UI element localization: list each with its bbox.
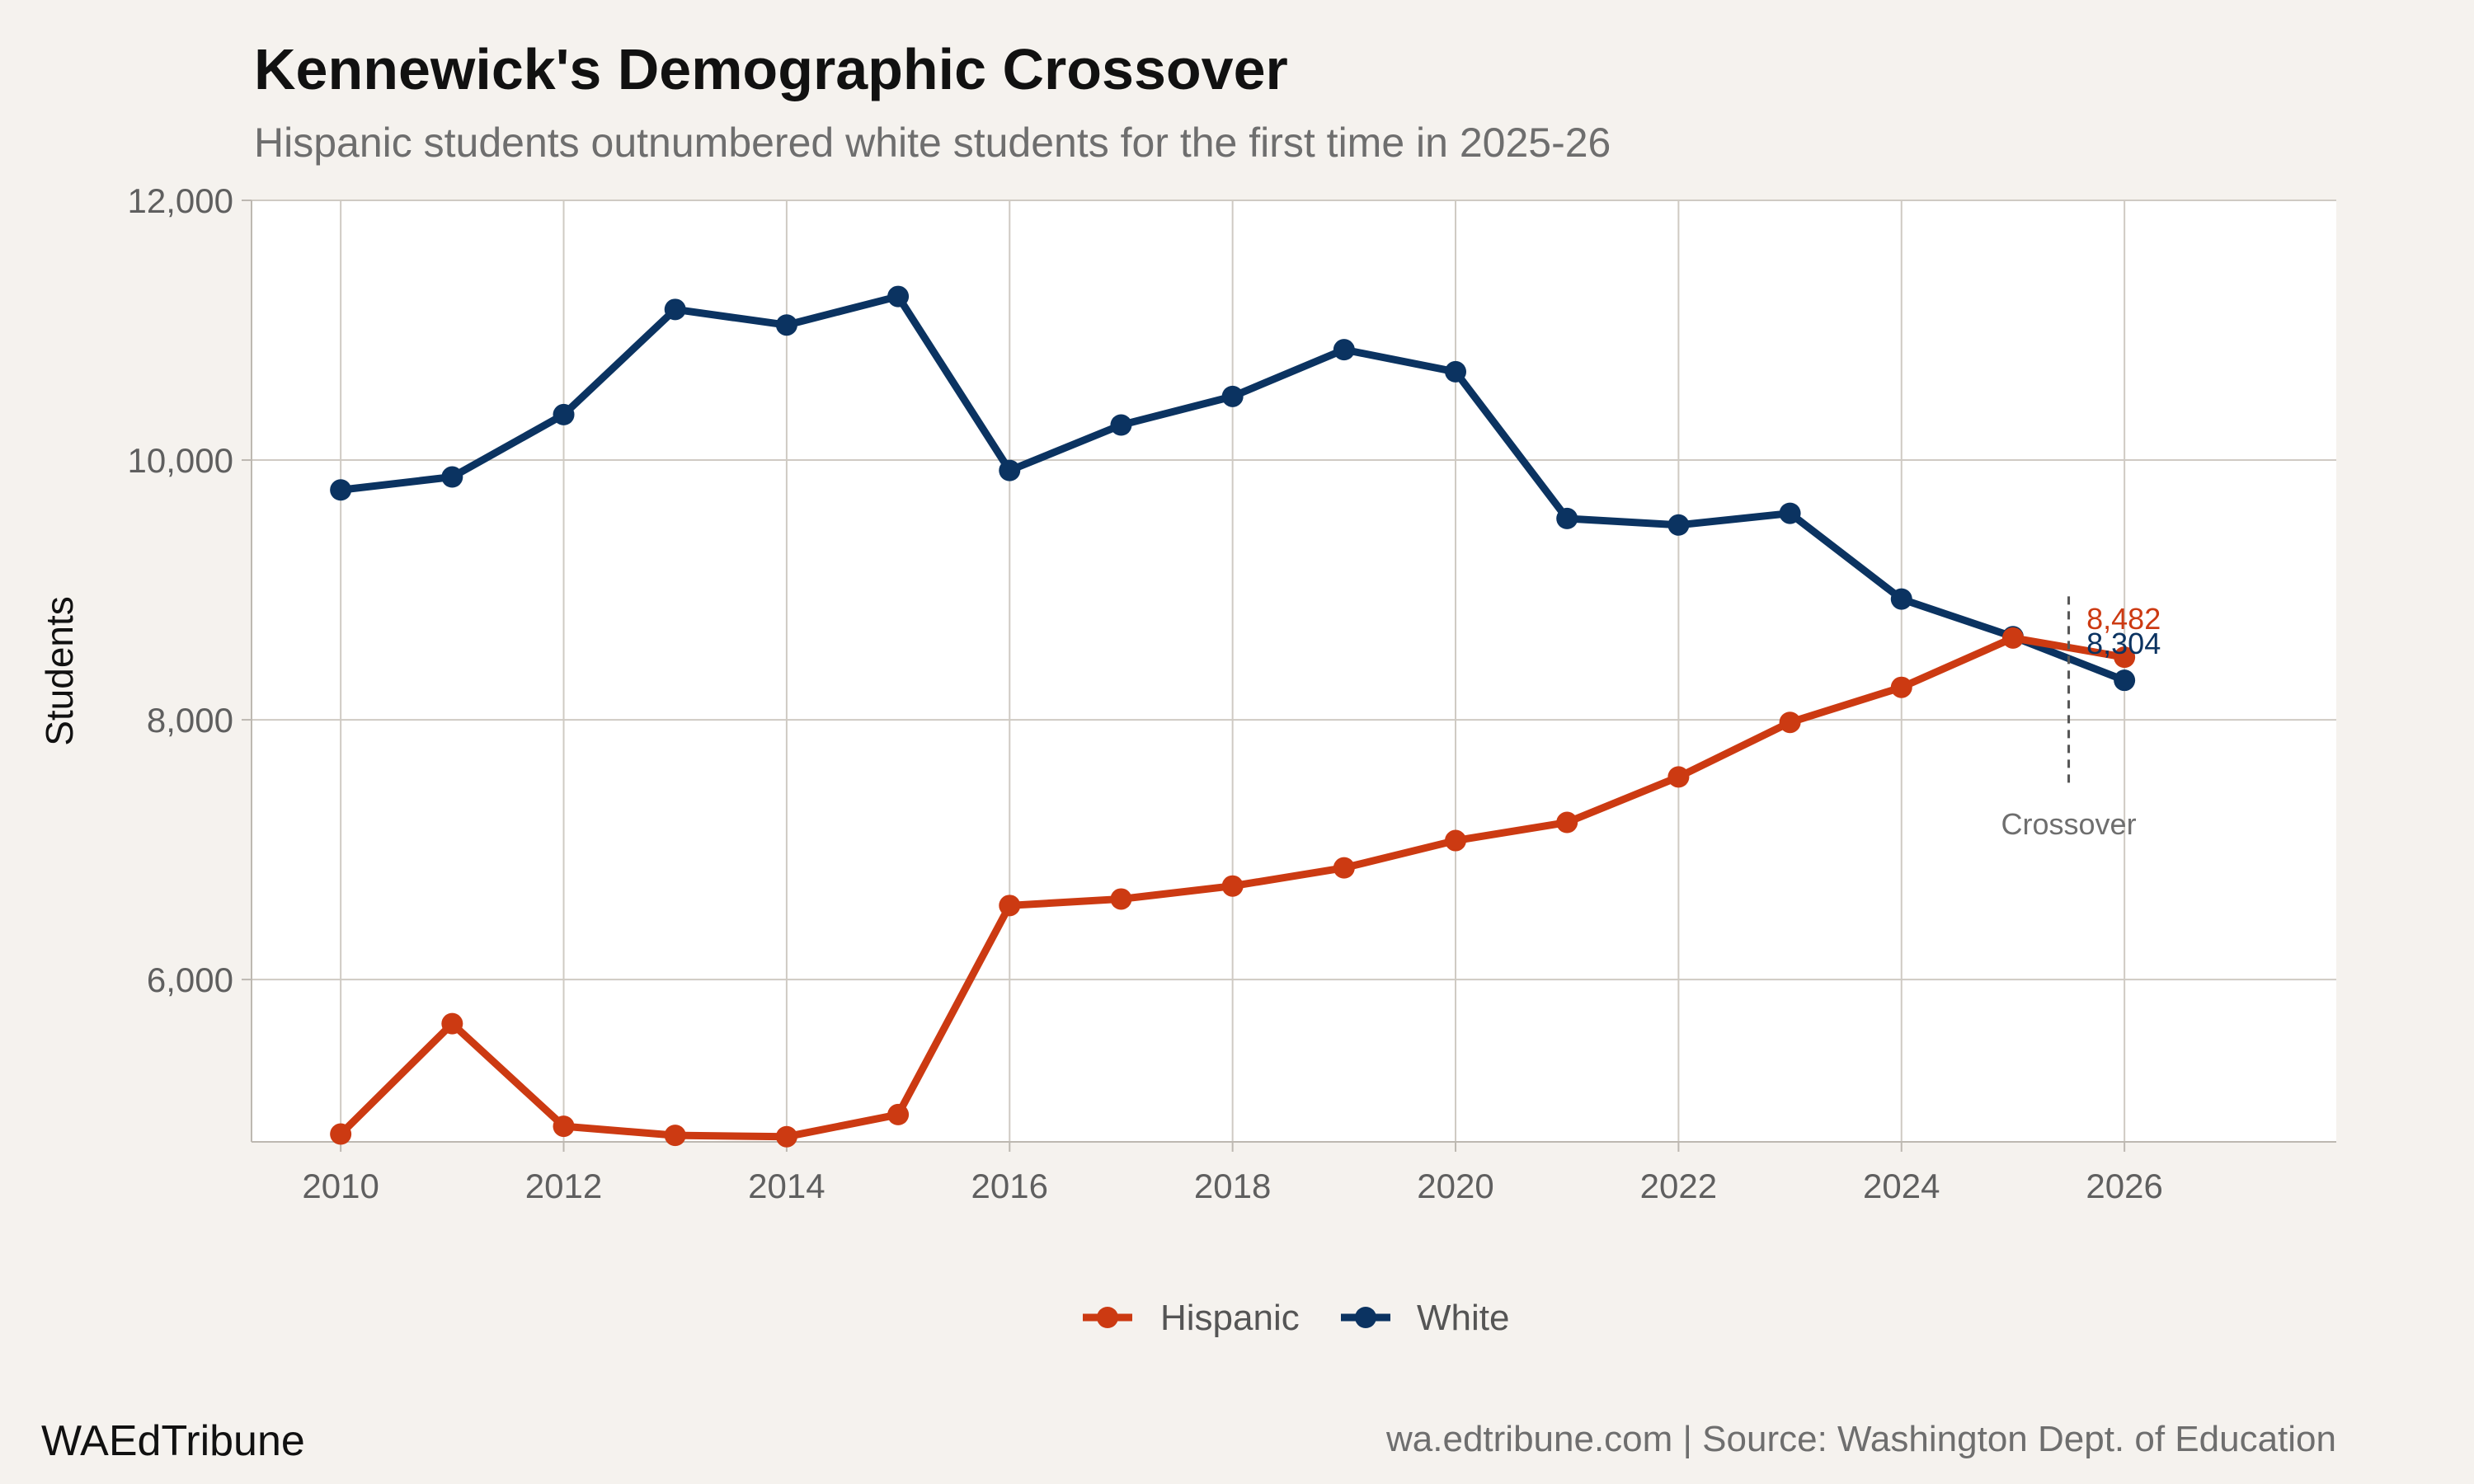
data-point-hispanic	[1667, 766, 1690, 788]
data-point-white	[1667, 514, 1690, 536]
gridlines	[252, 200, 2336, 1142]
legend-swatch-point	[1355, 1307, 1376, 1328]
x-tick-label: 2026	[2086, 1167, 2162, 1205]
x-tick-label: 2018	[1194, 1167, 1271, 1205]
legend-label: Hispanic	[1160, 1298, 1300, 1338]
crossover-label: Crossover	[2001, 807, 2137, 841]
data-point-hispanic	[2001, 627, 2024, 649]
data-point-hispanic	[1556, 811, 1578, 834]
data-point-white	[1445, 360, 1467, 383]
x-tick-label: 2022	[1640, 1167, 1717, 1205]
data-point-hispanic	[553, 1115, 575, 1138]
data-point-hispanic	[441, 1012, 463, 1035]
plot-panel	[252, 200, 2336, 1142]
x-axis-ticks: 2010 2012 2014 2016 2018 2020 2022 2024 2026	[302, 1142, 2163, 1205]
data-point-white	[330, 479, 352, 501]
legend-item-hispanic: Hispanic	[1083, 1298, 1300, 1338]
data-point-white	[1333, 339, 1355, 361]
data-point-hispanic	[1110, 888, 1132, 910]
data-point-hispanic	[1890, 676, 1912, 698]
series-layer	[330, 285, 2136, 1148]
y-axis-ticks: 6,000 8,000 10,000 12,000	[128, 181, 252, 999]
x-tick-label: 2024	[1863, 1167, 1940, 1205]
data-point-white	[999, 459, 1021, 481]
y-tick-label: 8,000	[147, 701, 233, 740]
data-point-white	[1779, 502, 1801, 524]
data-point-white	[441, 466, 463, 488]
x-tick-label: 2016	[971, 1167, 1048, 1205]
data-point-white	[1110, 414, 1132, 436]
data-point-white	[775, 314, 797, 336]
x-tick-label: 2014	[748, 1167, 825, 1205]
y-tick-label: 6,000	[147, 960, 233, 999]
legend-item-white: White	[1341, 1298, 1509, 1338]
hispanic-end-value: 8,482	[2086, 602, 2161, 636]
data-point-hispanic	[1221, 875, 1244, 897]
data-point-hispanic	[664, 1125, 686, 1147]
x-tick-label: 2010	[302, 1167, 379, 1205]
y-tick-label: 12,000	[128, 181, 233, 220]
data-point-white	[1221, 385, 1244, 407]
series-white	[330, 285, 2136, 692]
legend-swatch-point	[1097, 1307, 1118, 1328]
x-tick-label: 2020	[1417, 1167, 1493, 1205]
y-tick-label: 10,000	[128, 441, 233, 480]
series-hispanic	[330, 627, 2136, 1148]
data-point-hispanic	[2114, 646, 2136, 669]
footer-brand: WAEdTribune	[41, 1417, 305, 1465]
legend-label: White	[1417, 1298, 1509, 1338]
data-point-white	[1556, 507, 1578, 529]
data-point-hispanic	[1333, 857, 1355, 879]
data-point-white	[2114, 669, 2136, 692]
data-point-white	[553, 403, 575, 425]
data-point-white	[887, 285, 910, 308]
chart-subtitle: Hispanic students outnumbered white stud…	[254, 120, 1611, 166]
footer-source: wa.edtribune.com | Source: Washington De…	[1385, 1419, 2336, 1459]
data-point-hispanic	[775, 1125, 797, 1148]
white-end-value: 8,304	[2086, 627, 2161, 660]
data-point-hispanic	[1445, 829, 1467, 852]
legend: Hispanic White	[1083, 1298, 1509, 1338]
data-point-hispanic	[330, 1123, 352, 1145]
axes	[251, 200, 2336, 1143]
data-point-hispanic	[1779, 711, 1801, 734]
y-axis-title: Students	[38, 596, 81, 746]
data-point-hispanic	[887, 1103, 910, 1125]
data-point-white	[1890, 588, 1912, 610]
data-point-hispanic	[999, 895, 1021, 917]
chart-title: Kennewick's Demographic Crossover	[254, 37, 1288, 101]
data-point-white	[664, 298, 686, 321]
x-tick-label: 2012	[525, 1167, 602, 1205]
